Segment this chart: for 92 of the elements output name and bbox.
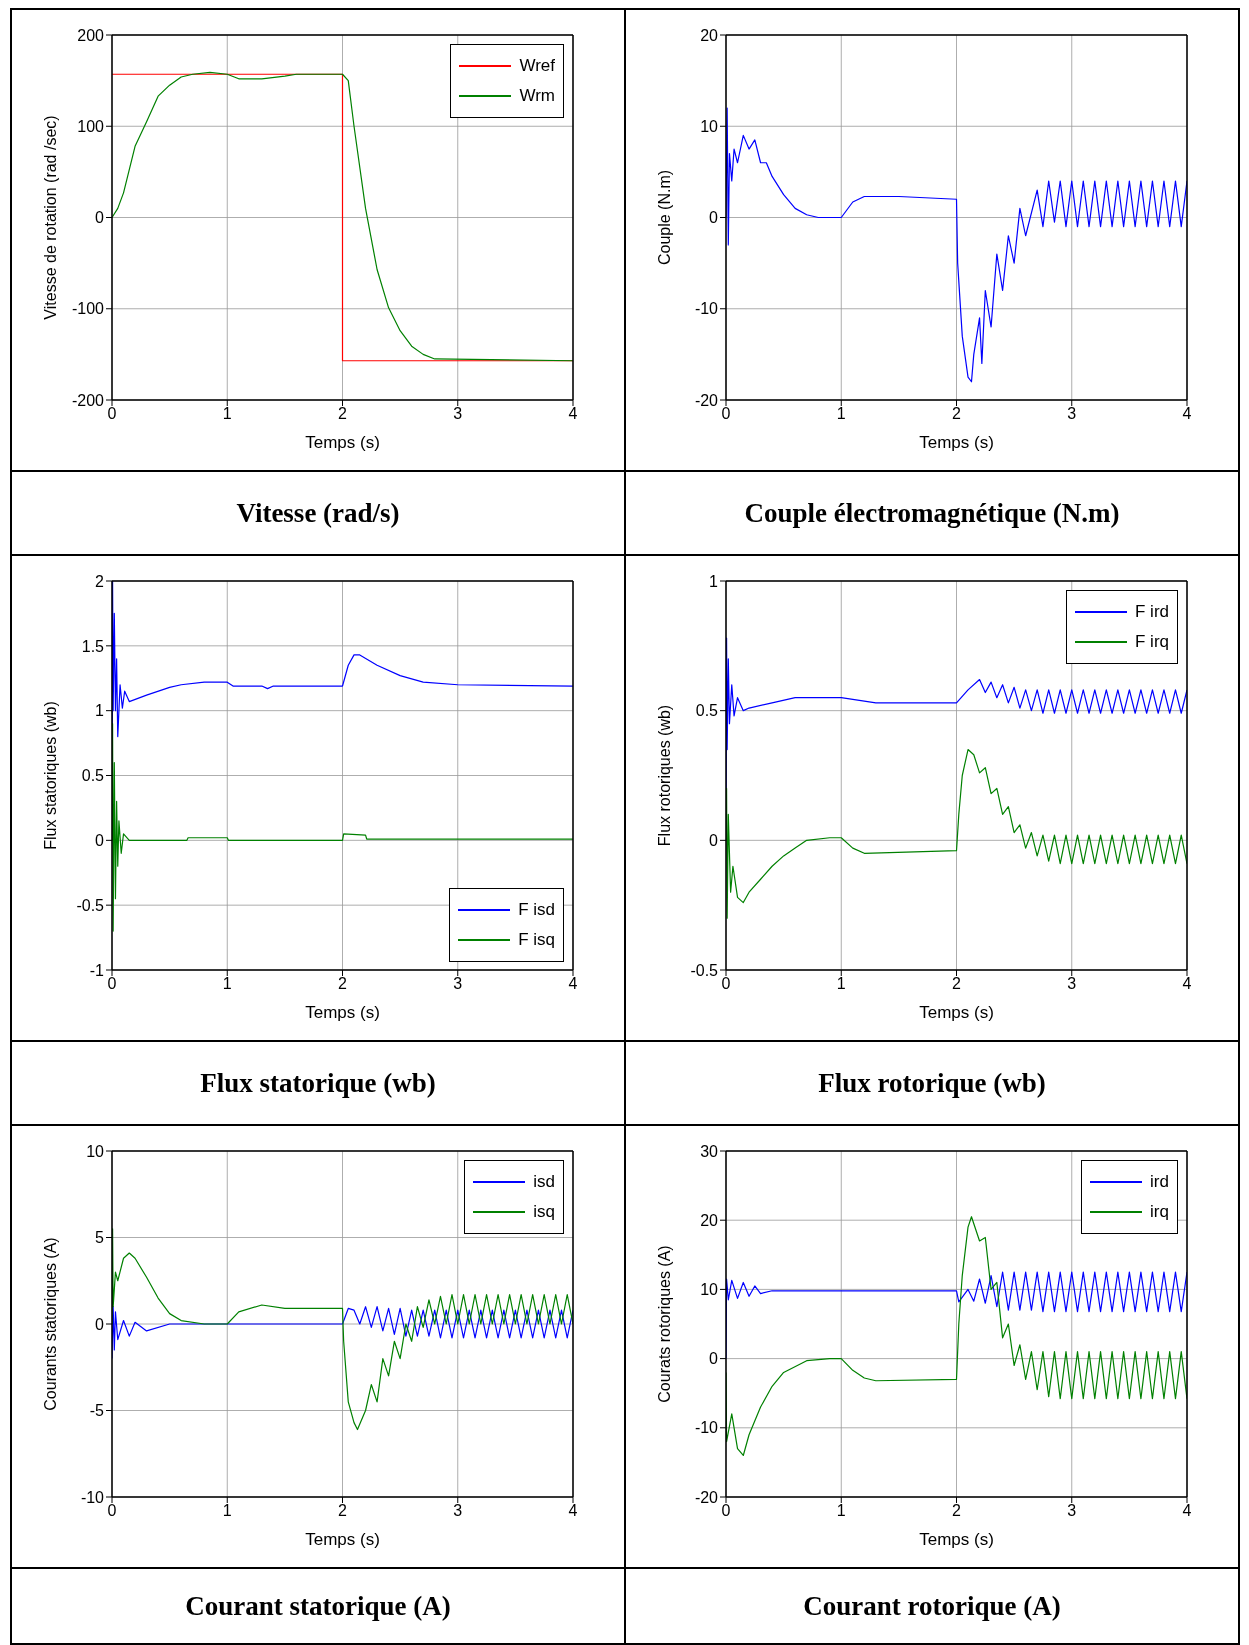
line-series (726, 107, 1187, 383)
y-tick-label: 0 (709, 209, 719, 227)
text: Flux rotorique (wb) (626, 1042, 1238, 1124)
x-tick-label: 1 (222, 405, 232, 423)
y-axis-title: Vitesse de rotation (rad /sec) (41, 115, 59, 320)
y-tick-label: -10 (694, 300, 719, 318)
y-tick-label: 0 (709, 832, 719, 850)
legend-label: ird (1150, 1172, 1169, 1192)
x-axis-title: Temps (s) (305, 1003, 380, 1022)
x-tick-label: 1 (222, 975, 232, 993)
y-tick-label: -0.5 (76, 896, 105, 914)
y-tick-label: 20 (700, 1211, 719, 1229)
y-tick-label: 0.5 (695, 702, 719, 720)
x-tick-label: 1 (222, 1502, 232, 1520)
y-axis-title: Courats rotoriques (A) (655, 1245, 673, 1403)
y-tick-label: -10 (80, 1488, 105, 1506)
y-axis-title: Courants statoriques (A) (41, 1237, 59, 1411)
y-tick-label: -20 (694, 391, 719, 409)
x-tick-label: 4 (568, 405, 578, 423)
x-tick-label: 3 (453, 975, 463, 993)
x-tick-label: 0 (107, 405, 117, 423)
legend-label: isd (533, 1172, 555, 1192)
y-tick-label: -100 (71, 300, 105, 318)
y-tick-label: 2 (95, 572, 105, 590)
y-tick-label: 10 (700, 1281, 719, 1299)
y-tick-label: -0.5 (690, 961, 719, 979)
text: Courant statorique (A) (12, 1569, 624, 1643)
x-axis-title: Temps (s) (919, 1530, 994, 1549)
y-tick-label: 1 (709, 572, 719, 590)
line-series (726, 748, 1187, 919)
y-tick-label: 200 (77, 26, 105, 44)
x-tick-label: 3 (1067, 1502, 1077, 1520)
x-tick-label: 0 (107, 1502, 117, 1520)
text: Vitesse (rad/s) (12, 472, 624, 554)
x-tick-label: 2 (338, 1502, 348, 1520)
x-tick-label: 3 (453, 405, 463, 423)
y-tick-label: 5 (95, 1229, 105, 1247)
text: Courant rotorique (A) (626, 1569, 1238, 1643)
y-tick-label: 20 (700, 26, 719, 44)
y-tick-label: 1.5 (81, 637, 105, 655)
x-axis-title: Temps (s) (919, 1003, 994, 1022)
x-tick-label: 0 (721, 975, 731, 993)
x-tick-label: 2 (952, 1502, 962, 1520)
y-axis-title: Flux statoriques (wb) (41, 701, 59, 850)
legend-label: F isq (518, 930, 555, 950)
y-tick-label: 100 (77, 117, 105, 135)
x-tick-label: 3 (453, 1502, 463, 1520)
x-tick-label: 4 (1182, 1502, 1192, 1520)
y-tick-label: -20 (694, 1488, 719, 1506)
y-tick-label: 0 (95, 209, 105, 227)
x-axis-title: Temps (s) (305, 433, 380, 452)
x-tick-label: 4 (568, 975, 578, 993)
y-tick-label: 1 (95, 702, 105, 720)
x-tick-label: 0 (721, 1502, 731, 1520)
legend-label: F ird (1135, 602, 1169, 622)
y-tick-label: 0 (95, 832, 105, 850)
x-tick-label: 2 (952, 405, 962, 423)
y-tick-label: -10 (694, 1419, 719, 1437)
x-tick-label: 1 (836, 405, 846, 423)
legend-label: F irq (1135, 632, 1169, 652)
legend-label: Wrm (519, 86, 555, 106)
y-tick-label: -200 (71, 391, 105, 409)
x-axis-title: Temps (s) (305, 1530, 380, 1549)
legend-label: Wref (519, 56, 555, 76)
x-tick-label: 4 (1182, 975, 1192, 993)
text: Flux statorique (wb) (12, 1042, 624, 1124)
x-axis-title: Temps (s) (919, 433, 994, 452)
y-axis-title: Flux rotoriques (wb) (655, 704, 673, 847)
y-tick-label: 30 (700, 1142, 719, 1160)
y-axis-title: Couple (N.m) (655, 169, 673, 266)
x-tick-label: 3 (1067, 405, 1077, 423)
legend-label: irq (1150, 1202, 1169, 1222)
x-tick-label: 2 (338, 975, 348, 993)
y-tick-label: -5 (89, 1402, 105, 1420)
x-tick-label: 0 (107, 975, 117, 993)
y-tick-label: 0.5 (81, 767, 105, 785)
x-tick-label: 1 (836, 1502, 846, 1520)
legend-label: F isd (518, 900, 555, 920)
y-tick-label: -1 (89, 961, 105, 979)
text: Couple électromagnétique (N.m) (626, 472, 1238, 554)
y-tick-label: 0 (95, 1315, 105, 1333)
x-tick-label: 4 (568, 1502, 578, 1520)
x-tick-label: 2 (338, 405, 348, 423)
y-tick-label: 0 (709, 1350, 719, 1368)
x-tick-label: 3 (1067, 975, 1077, 993)
x-tick-label: 1 (836, 975, 846, 993)
x-tick-label: 2 (952, 975, 962, 993)
legend-label: isq (533, 1202, 555, 1222)
y-tick-label: 10 (86, 1142, 105, 1160)
x-tick-label: 4 (1182, 405, 1192, 423)
x-tick-label: 0 (721, 405, 731, 423)
y-tick-label: 10 (700, 117, 719, 135)
